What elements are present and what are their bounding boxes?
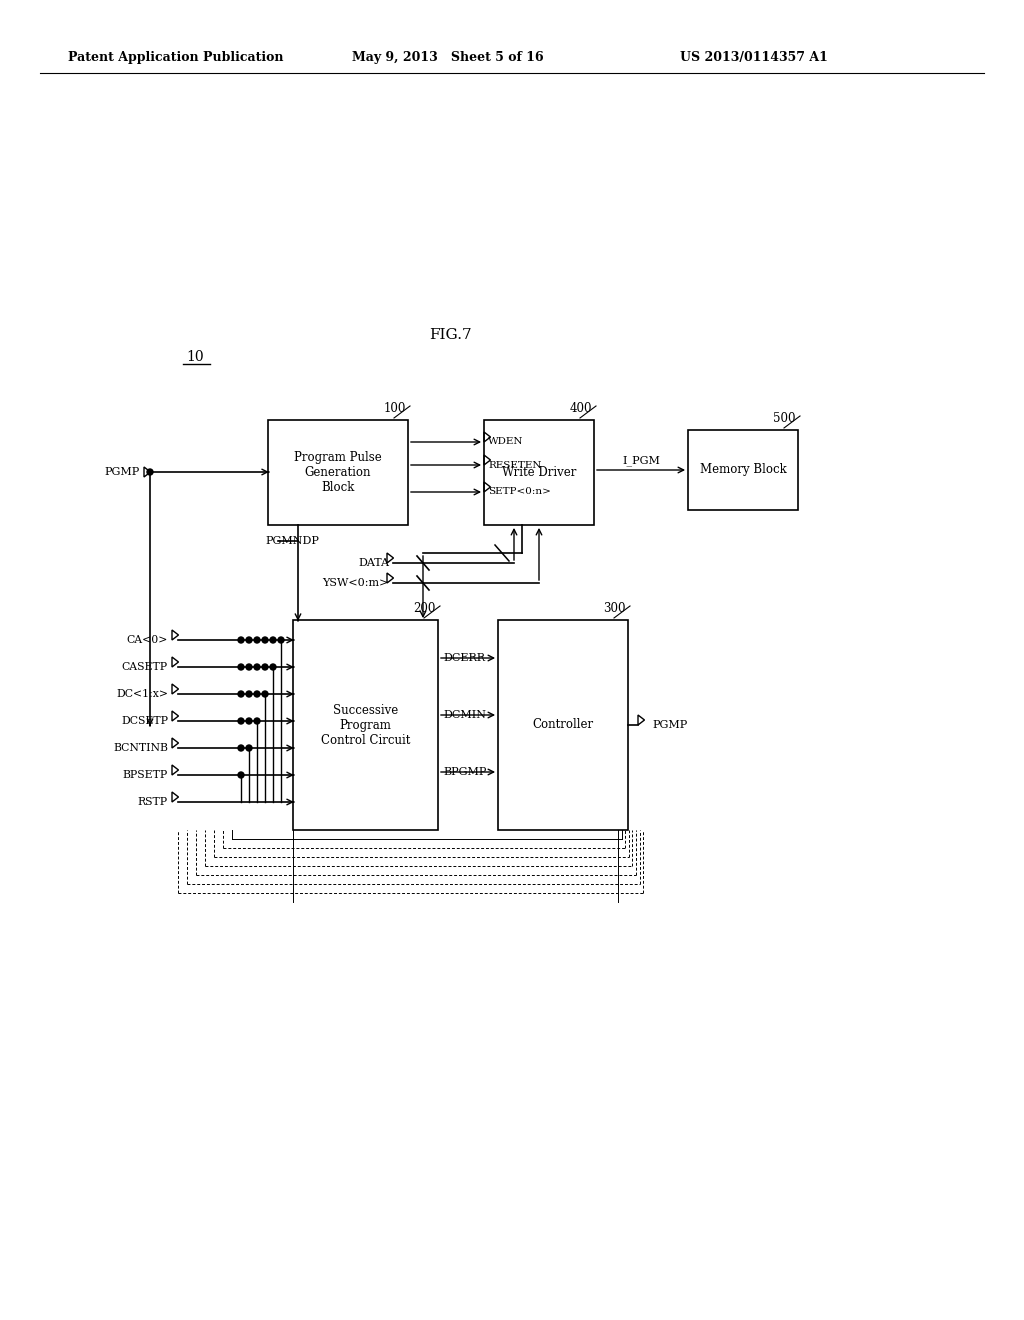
Text: DC<1:x>: DC<1:x> (116, 689, 168, 700)
Text: PGMP: PGMP (104, 467, 140, 477)
Circle shape (270, 638, 276, 643)
Text: I_PGM: I_PGM (622, 455, 659, 466)
Circle shape (238, 638, 244, 643)
Text: Controller: Controller (532, 718, 594, 731)
Circle shape (246, 690, 252, 697)
Text: BPGMP: BPGMP (443, 767, 486, 777)
Text: Memory Block: Memory Block (699, 463, 786, 477)
Text: BPSETP: BPSETP (123, 770, 168, 780)
Circle shape (254, 690, 260, 697)
Bar (688, 430, 798, 510)
Circle shape (238, 772, 244, 777)
Bar (268, 420, 408, 525)
Text: PGMP: PGMP (652, 719, 687, 730)
Circle shape (262, 690, 268, 697)
Circle shape (278, 638, 284, 643)
Circle shape (254, 638, 260, 643)
Text: 500: 500 (773, 412, 796, 425)
Text: YSW<0:m>: YSW<0:m> (323, 578, 389, 587)
Circle shape (262, 664, 268, 671)
Circle shape (246, 664, 252, 671)
Text: FIG.7: FIG.7 (429, 327, 471, 342)
Circle shape (262, 638, 268, 643)
Circle shape (246, 744, 252, 751)
Circle shape (254, 664, 260, 671)
Circle shape (238, 718, 244, 723)
Text: DCMIN: DCMIN (443, 710, 486, 719)
Circle shape (246, 638, 252, 643)
Text: PGMNDP: PGMNDP (265, 536, 318, 546)
Text: WDEN: WDEN (488, 437, 523, 446)
Text: DCERR: DCERR (443, 653, 485, 663)
Text: CA<0>: CA<0> (127, 635, 168, 645)
Text: 300: 300 (603, 602, 626, 615)
Text: 400: 400 (569, 401, 592, 414)
Text: Patent Application Publication: Patent Application Publication (68, 51, 284, 65)
Text: DCSETP: DCSETP (121, 715, 168, 726)
Circle shape (254, 718, 260, 723)
Text: 10: 10 (186, 350, 204, 364)
Text: CASETP: CASETP (122, 663, 168, 672)
Text: DATA: DATA (358, 558, 389, 568)
Text: RESETEN: RESETEN (488, 461, 542, 470)
Text: Program Pulse
Generation
Block: Program Pulse Generation Block (294, 451, 382, 494)
Circle shape (270, 664, 276, 671)
Text: SETP<0:n>: SETP<0:n> (488, 487, 551, 496)
Text: Successive
Program
Control Circuit: Successive Program Control Circuit (321, 704, 411, 747)
Circle shape (238, 744, 244, 751)
Text: 100: 100 (384, 401, 406, 414)
Text: RSTP: RSTP (138, 797, 168, 807)
Circle shape (147, 469, 153, 475)
Bar (293, 620, 438, 830)
Text: BCNTINB: BCNTINB (113, 743, 168, 752)
Circle shape (238, 690, 244, 697)
Text: 200: 200 (414, 602, 436, 615)
Text: May 9, 2013   Sheet 5 of 16: May 9, 2013 Sheet 5 of 16 (352, 51, 544, 65)
Circle shape (246, 718, 252, 723)
Bar (498, 620, 628, 830)
Bar (484, 420, 594, 525)
Circle shape (238, 664, 244, 671)
Text: US 2013/0114357 A1: US 2013/0114357 A1 (680, 51, 827, 65)
Text: Write Driver: Write Driver (502, 466, 577, 479)
